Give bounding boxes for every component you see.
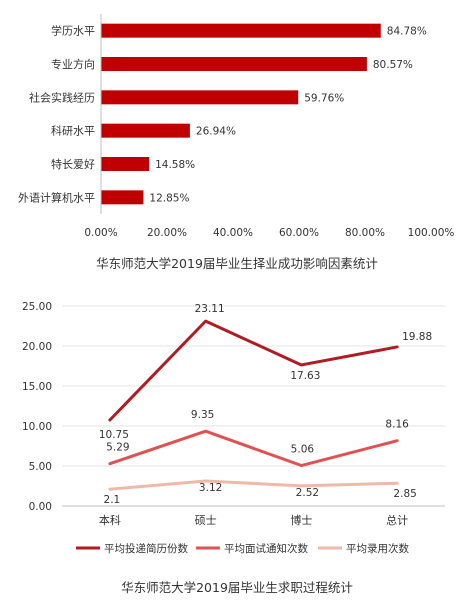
series-line-1	[108, 319, 399, 422]
bar-1	[101, 23, 381, 38]
legend-label: 平均录用次数	[346, 542, 409, 555]
x-tick-label: 100.00%	[408, 227, 455, 239]
category-label: 硕士	[195, 514, 217, 527]
data-label: 3.12	[199, 482, 222, 494]
category-label: 总计	[386, 513, 408, 527]
category-label: 学历水平	[51, 24, 95, 38]
data-label: 2.85	[393, 488, 416, 500]
x-tick-label: 0.00%	[84, 227, 117, 239]
bar-chart-title: 华东师范大学2019届毕业生择业成功影响因素统计	[96, 256, 378, 271]
data-label: 2.1	[104, 494, 121, 506]
x-tick-label: 20.00%	[147, 227, 187, 239]
category-label: 特长爱好	[51, 157, 95, 171]
category-label: 科研水平	[51, 124, 95, 138]
bar-4	[101, 123, 190, 138]
data-label: 10.75	[99, 429, 129, 441]
value-label: 26.94%	[196, 126, 236, 138]
category-label: 外语计算机水平	[18, 190, 95, 204]
data-label: 8.16	[385, 419, 409, 431]
value-label: 12.85%	[149, 192, 189, 204]
category-label: 本科	[99, 513, 121, 527]
x-tick-label: 60.00%	[279, 227, 319, 239]
data-label: 17.63	[290, 370, 320, 382]
y-tick-label: 5.00	[29, 461, 52, 473]
y-tick-label: 25.00	[22, 301, 52, 313]
category-label: 社会实践经历	[29, 90, 95, 104]
series-line-2	[108, 429, 399, 468]
data-label: 9.35	[191, 409, 214, 421]
data-label: 5.29	[106, 442, 129, 454]
value-label: 84.78%	[387, 26, 427, 38]
y-tick-label: 20.00	[22, 341, 52, 353]
value-label: 80.57%	[373, 59, 413, 71]
bar-2	[101, 57, 367, 71]
y-tick-label: 0.00	[29, 501, 52, 513]
value-label: 14.58%	[155, 159, 195, 171]
bar-chart: 学历水平 84.78% 专业方向 80.57% 社会实践经历 59.76% 科研水平 26.9…	[18, 14, 454, 239]
category-label: 博士	[290, 514, 312, 527]
x-tick-label: 80.00%	[345, 227, 385, 239]
value-label: 59.76%	[304, 92, 344, 104]
data-label: 5.06	[291, 444, 315, 456]
data-label: 23.11	[195, 303, 225, 315]
data-label: 19.88	[402, 331, 432, 343]
category-label: 专业方向	[51, 57, 95, 71]
line-chart-title: 华东师范大学2019届毕业生求职过程统计	[121, 580, 353, 595]
data-label: 2.52	[296, 487, 319, 499]
bar-3	[101, 90, 299, 105]
x-tick-label: 40.00%	[213, 227, 253, 239]
y-tick-label: 10.00	[22, 421, 52, 433]
legend-label: 平均投递简历份数	[104, 542, 188, 555]
series-line-3	[108, 479, 399, 491]
y-tick-label: 15.00	[22, 381, 52, 393]
bar-5	[101, 157, 150, 171]
bar-6	[101, 190, 144, 205]
line-chart: 0.00 5.00 10.00 15.00 20.00 25.00 本科 硕士 博士 总计 10.7…	[22, 301, 445, 555]
legend-label: 平均面试通知次数	[224, 542, 308, 555]
